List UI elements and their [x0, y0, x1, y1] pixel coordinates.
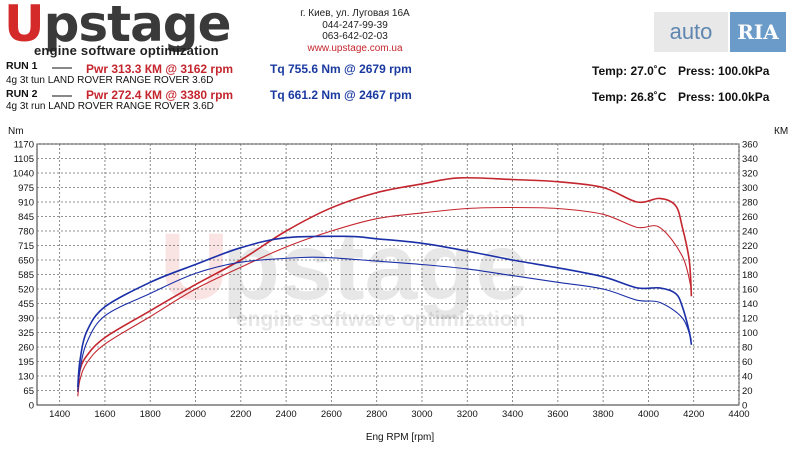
left-tick-label: 1170: [14, 140, 34, 151]
x-tick-label: 2200: [230, 409, 251, 420]
left-tick-label: 1105: [14, 154, 34, 165]
right-tick-label: 280: [742, 198, 758, 209]
upstage-logo: Upstage engine software optimization: [4, 0, 254, 60]
left-tick-label: 845: [18, 212, 34, 223]
left-tick-label: 65: [23, 386, 34, 397]
right-tick-label: 40: [742, 372, 753, 383]
x-tick-label: 3000: [411, 409, 432, 420]
contact-block: г. Киев, ул. Луговая 16А 044-247-99-39 0…: [280, 8, 430, 54]
x-tick-label: 2400: [276, 409, 297, 420]
run2-vehicle: 4g 3t run LAND ROVER RANGE ROVER 3.6D: [6, 101, 214, 112]
run2-label: RUN 2: [6, 88, 38, 100]
right-tick-label: 240: [742, 227, 758, 238]
dyno-chart: U pstage engine software optimization 14…: [0, 124, 800, 450]
right-axis-label: КМ: [774, 126, 788, 137]
run1-power-curve: [77, 176, 693, 392]
left-tick-label: 910: [18, 198, 34, 209]
contact-address: г. Киев, ул. Луговая 16А: [300, 8, 410, 19]
left-tick-label: 650: [18, 256, 34, 267]
left-tick-label: 780: [18, 227, 34, 238]
run1-press: Press: 100.0kPa: [678, 64, 770, 78]
left-tick-label: 195: [18, 357, 34, 368]
run1-temp: Temp: 27.0˚C: [592, 64, 667, 78]
run1-row: RUN 1: [6, 60, 38, 72]
left-tick-label: 130: [18, 372, 34, 383]
x-tick-label: 2000: [185, 409, 206, 420]
left-tick-label: 390: [18, 314, 34, 325]
x-tick-label: 2600: [321, 409, 342, 420]
x-tick-label: 3400: [502, 409, 523, 420]
right-tick-label: 100: [742, 328, 758, 339]
left-tick-label: 520: [18, 285, 34, 296]
logo-word-rest: pstage: [43, 0, 232, 53]
run2-press: Press: 100.0kPa: [678, 90, 770, 104]
right-tick-label: 80: [742, 343, 753, 354]
x-tick-label: 4200: [683, 409, 704, 420]
chart-watermark: U pstage engine software optimization: [160, 214, 528, 331]
x-tick-label: 3800: [593, 409, 614, 420]
left-tick-label: 715: [18, 241, 34, 252]
x-tick-label: 4000: [638, 409, 659, 420]
right-tick-label: 360: [742, 140, 758, 151]
run2-torque-curve: [77, 256, 692, 392]
contact-phone-2: 063-642-02-03: [322, 31, 388, 42]
right-tick-label: 180: [742, 270, 758, 281]
contact-phone-1: 044-247-99-39: [322, 19, 388, 31]
run1-torque-curve: [77, 235, 693, 388]
right-tick-label: 200: [742, 256, 758, 267]
left-axis-label: Nm: [8, 126, 24, 137]
run1-label: RUN 1: [6, 60, 38, 72]
right-tick-label: 140: [742, 299, 758, 310]
run1-vehicle: 4g 3t tun LAND ROVER RANGE ROVER 3.6D: [6, 75, 214, 86]
x-tick-label: 1800: [140, 409, 161, 420]
logo-wordmark: Upstage: [4, 0, 232, 54]
logo-tagline: engine software optimization: [34, 43, 219, 58]
left-tick-label: 975: [18, 183, 34, 194]
right-tick-label: 60: [742, 357, 753, 368]
run1-torque: Tq 755.6 Nm @ 2679 rpm: [270, 62, 412, 76]
contact-website: www.upstage.com.ua: [307, 42, 403, 54]
right-tick-label: 160: [742, 285, 758, 296]
autoria-auto-text: auto: [654, 12, 728, 52]
right-tick-label: 120: [742, 314, 758, 325]
x-tick-label: 1400: [49, 409, 70, 420]
right-tick-label: 220: [742, 241, 758, 252]
run1-power: Pwr 313.3 КМ @ 3162 rpm: [86, 62, 234, 76]
right-tick-label: 260: [742, 212, 758, 223]
left-tick-label: 455: [18, 299, 34, 310]
run2-power-curve: [77, 206, 692, 397]
left-tick-label: 260: [18, 343, 34, 354]
right-tick-label: 340: [742, 154, 758, 165]
x-tick-label: 3200: [457, 409, 478, 420]
x-tick-label: 1600: [94, 409, 115, 420]
left-tick-label: 325: [18, 328, 34, 339]
run2-temp: Temp: 26.8˚C: [592, 90, 667, 104]
dyno-chart-svg: U pstage engine software optimization 14…: [8, 126, 788, 443]
run2-row: RUN 2: [6, 88, 38, 100]
right-tick-label: 0: [742, 401, 747, 412]
x-tick-label: 4400: [728, 409, 749, 420]
chart-watermark-tagline: engine software optimization: [236, 308, 525, 331]
run2-torque: Tq 661.2 Nm @ 2467 rpm: [270, 88, 412, 102]
x-axis-label: Eng RPM [rpm]: [366, 432, 435, 443]
right-tick-label: 20: [742, 386, 753, 397]
run2-legend-line: [52, 95, 72, 97]
right-tick-label: 320: [742, 169, 758, 180]
logo-letter-u: U: [4, 0, 45, 53]
x-tick-label: 3600: [547, 409, 568, 420]
run1-legend-line: [52, 67, 72, 69]
right-tick-label: 300: [742, 183, 758, 194]
left-tick-label: 1040: [13, 169, 34, 180]
x-tick-label: 2800: [366, 409, 387, 420]
left-tick-label: 585: [18, 270, 34, 281]
left-tick-label: 0: [29, 401, 34, 412]
chart-watermark-word: pstage: [222, 214, 528, 320]
autoria-ria-text: RIA: [730, 12, 786, 52]
run2-power: Pwr 272.4 КМ @ 3380 rpm: [86, 88, 234, 102]
